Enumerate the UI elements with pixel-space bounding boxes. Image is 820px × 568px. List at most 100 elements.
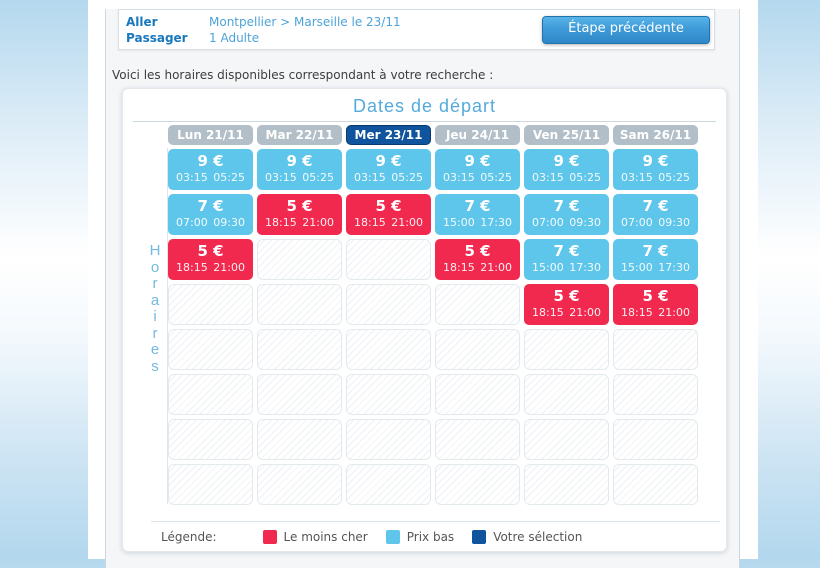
empty-slot	[524, 374, 609, 415]
fare-cell[interactable]: 7 €07:00 09:30	[613, 194, 698, 235]
fare-cell[interactable]: 9 €03:15 05:25	[524, 149, 609, 190]
fare-cell[interactable]: 7 €15:00 17:30	[524, 239, 609, 280]
trip-row-passenger: Passager 1 Adulte	[126, 30, 714, 46]
fare-times: 03:15 05:25	[613, 171, 698, 184]
fare-price: 5 €	[464, 242, 491, 260]
fare-price: 5 €	[375, 197, 402, 215]
fare-price: 5 €	[286, 197, 313, 215]
empty-slot	[613, 374, 698, 415]
fare-cell[interactable]: 9 €03:15 05:25	[346, 149, 431, 190]
fare-cell[interactable]: 5 €18:15 21:00	[168, 239, 253, 280]
main-column: Aller Montpellier > Marseille le 23/11 P…	[105, 9, 740, 568]
empty-slot	[257, 329, 342, 370]
trip-row-value: Montpellier > Marseille le 23/11	[209, 15, 401, 29]
day-tab-6[interactable]: Sam 26/11	[613, 125, 698, 145]
departure-time: 18:15	[621, 306, 653, 319]
fare-cell[interactable]: 9 €03:15 05:25	[435, 149, 520, 190]
empty-slot	[168, 329, 253, 370]
empty-slot	[168, 419, 253, 460]
arrival-time: 09:30	[569, 216, 601, 229]
empty-slot	[435, 464, 520, 505]
empty-slot	[346, 419, 431, 460]
fare-price: 7 €	[464, 197, 491, 215]
fare-times: 18:15 21:00	[613, 306, 698, 319]
empty-slot	[257, 239, 342, 280]
empty-slot	[524, 419, 609, 460]
fare-cell[interactable]: 5 €18:15 21:00	[346, 194, 431, 235]
fare-cell[interactable]: 7 €07:00 09:30	[524, 194, 609, 235]
legend-item: Votre sélection	[472, 530, 582, 544]
fare-cell[interactable]: 5 €18:15 21:00	[613, 284, 698, 325]
legend-swatch	[385, 530, 400, 544]
axis-letter: r	[152, 275, 158, 292]
grid-wrap: Lun 21/11 Mar 22/11 Mer 23/11 Jeu 24/11 Ven …	[168, 125, 726, 505]
empty-slot	[346, 464, 431, 505]
empty-slot	[168, 284, 253, 325]
arrival-time: 09:30	[213, 216, 245, 229]
arrival-time: 05:25	[302, 171, 334, 184]
arrival-time: 21:00	[569, 306, 601, 319]
fare-cell[interactable]: 7 €07:00 09:30	[168, 194, 253, 235]
empty-slot	[257, 419, 342, 460]
empty-slot	[435, 419, 520, 460]
arrival-time: 17:30	[480, 216, 512, 229]
legend-label: Légende:	[161, 530, 217, 544]
departure-calendar-panel: Dates de départ Lun 21/11 Mar 22/11 Mer 23…	[122, 88, 727, 552]
fare-cell[interactable]: 7 €15:00 17:30	[613, 239, 698, 280]
day-tab-5[interactable]: Ven 25/11	[524, 125, 609, 145]
fare-cell[interactable]: 5 €18:15 21:00	[435, 239, 520, 280]
fare-cell[interactable]: 9 €03:15 05:25	[613, 149, 698, 190]
empty-slot	[346, 239, 431, 280]
empty-slot	[168, 374, 253, 415]
arrival-time: 17:30	[569, 261, 601, 274]
fare-price: 9 €	[375, 152, 402, 170]
fare-price: 9 €	[464, 152, 491, 170]
fare-price: 5 €	[642, 287, 669, 305]
arrival-time: 05:25	[391, 171, 423, 184]
departure-time: 15:00	[443, 216, 475, 229]
axis-letter: i	[153, 308, 157, 325]
arrival-time: 21:00	[302, 216, 334, 229]
fare-cell[interactable]: 7 €15:00 17:30	[435, 194, 520, 235]
fare-cell[interactable]: 5 €18:15 21:00	[524, 284, 609, 325]
title-underline	[133, 121, 716, 122]
fare-times: 03:15 05:25	[435, 171, 520, 184]
legend-item-label: Votre sélection	[493, 530, 583, 544]
fare-price: 9 €	[197, 152, 224, 170]
previous-step-button[interactable]: Étape précédente	[542, 16, 710, 44]
fare-times: 15:00 17:30	[524, 261, 609, 274]
fare-times: 07:00 09:30	[524, 216, 609, 229]
arrival-time: 05:25	[213, 171, 245, 184]
arrival-time: 05:25	[658, 171, 690, 184]
axis-letter: o	[150, 258, 160, 276]
day-tab-4[interactable]: Jeu 24/11	[435, 125, 520, 145]
fare-price: 9 €	[642, 152, 669, 170]
fare-cell[interactable]: 5 €18:15 21:00	[257, 194, 342, 235]
day-tab-2[interactable]: Mar 22/11	[257, 125, 342, 145]
empty-slot	[435, 284, 520, 325]
fare-price: 5 €	[197, 242, 224, 260]
empty-slot	[613, 419, 698, 460]
fare-price: 5 €	[553, 287, 580, 305]
departure-time: 03:15	[443, 171, 475, 184]
legend-item-label: Prix bas	[406, 530, 455, 544]
fare-cell[interactable]: 9 €03:15 05:25	[168, 149, 253, 190]
departure-time: 18:15	[265, 216, 297, 229]
legend-item: Le moins cher	[262, 530, 368, 544]
fare-cell[interactable]: 9 €03:15 05:25	[257, 149, 342, 190]
empty-slot	[346, 284, 431, 325]
fare-price: 7 €	[553, 242, 580, 260]
departure-time: 18:15	[532, 306, 564, 319]
day-tab-1[interactable]: Lun 21/11	[168, 125, 253, 145]
trip-rows: Aller Montpellier > Marseille le 23/11 P…	[119, 10, 714, 46]
empty-slot	[613, 464, 698, 505]
departure-time: 15:00	[621, 261, 653, 274]
arrival-time: 05:25	[569, 171, 601, 184]
day-tab-3[interactable]: Mer 23/11	[346, 125, 431, 145]
trip-row-label: Passager	[126, 31, 188, 45]
fare-times: 18:15 21:00	[168, 261, 253, 274]
empty-slot	[257, 374, 342, 415]
fare-times: 07:00 09:30	[168, 216, 253, 229]
fare-times: 03:15 05:25	[346, 171, 431, 184]
